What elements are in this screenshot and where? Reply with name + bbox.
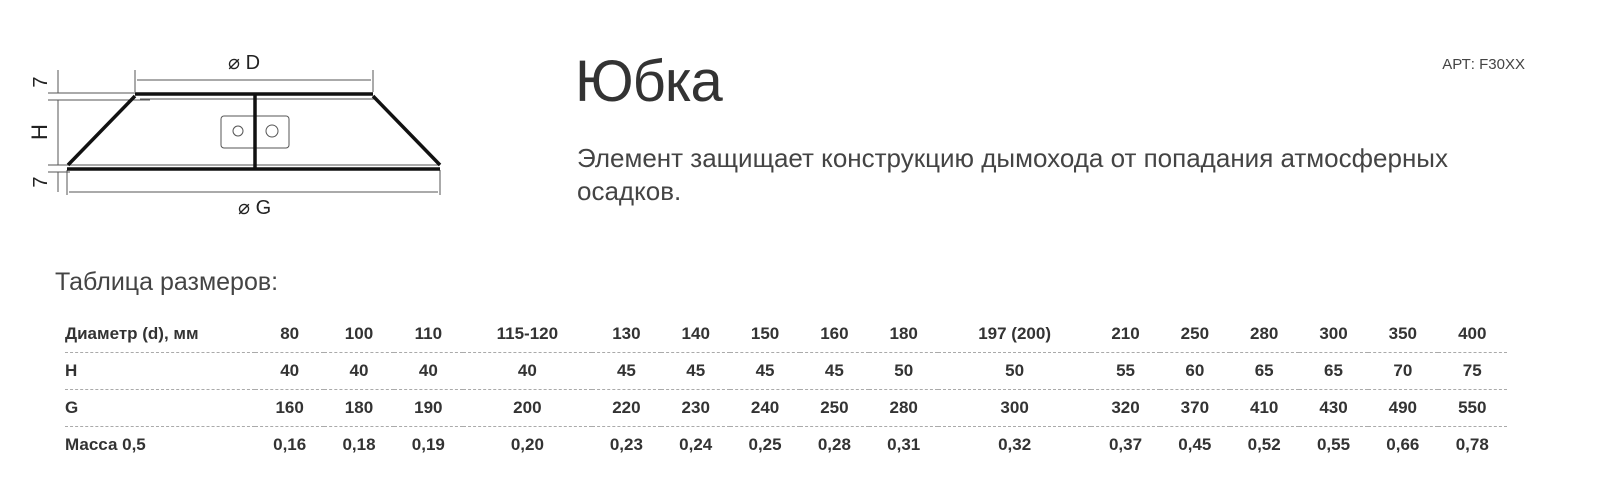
table-cell: 40 <box>324 352 394 390</box>
table-cell: 45 <box>591 352 662 390</box>
table-cell: 0,19 <box>411 435 445 454</box>
table-cell: 50 <box>869 352 939 390</box>
table-cell: 250 <box>799 389 870 427</box>
table-cell: 490 <box>1368 389 1438 427</box>
table-cell: 0,78 <box>1455 435 1489 454</box>
table-cell: 250 <box>1160 316 1230 353</box>
table-cell: 0,32 <box>998 435 1032 454</box>
skirt-drawing: ⌀ D ⌀ G H 7 7 <box>27 52 442 219</box>
row-label: H <box>65 352 255 390</box>
article-number: АРТ: F30XX <box>1442 56 1525 73</box>
table-cell: 200 <box>462 389 592 427</box>
table-cell: 130 <box>591 316 662 353</box>
table-cell: 350 <box>1368 316 1438 353</box>
table-row: Диаметр (d), мм 80 100 110 115-120 130 140 150 1… <box>65 316 1507 353</box>
table-cell: 140 <box>661 316 731 353</box>
table-cell: 300 <box>938 389 1091 427</box>
table-cell: 100 <box>324 316 394 353</box>
table-cell: 55 <box>1090 352 1161 390</box>
table-cell: 40 <box>393 352 463 390</box>
table-cell: 45 <box>799 352 870 390</box>
table-cell: 197 (200) <box>938 316 1091 353</box>
table-cell: 400 <box>1437 316 1507 353</box>
table-cell: 65 <box>1298 352 1369 390</box>
table-cell: 0,66 <box>1386 435 1420 454</box>
table-cell: 220 <box>591 389 662 427</box>
table-cell: 0,24 <box>679 435 713 454</box>
table-cell: 240 <box>730 389 800 427</box>
table-cell: 550 <box>1437 389 1507 427</box>
table-cell: 320 <box>1090 389 1161 427</box>
table-cell: 0,45 <box>1178 435 1212 454</box>
table-row: H 40 40 40 40 45 45 45 45 50 50 55 60 65 65 70 75 <box>65 352 1507 390</box>
table-cell: 150 <box>730 316 800 353</box>
table-cell: 210 <box>1090 316 1161 353</box>
table-cell: 0,18 <box>342 435 376 454</box>
table-cell: 0,37 <box>1108 435 1143 454</box>
row-label: Диаметр (d), мм <box>65 316 255 353</box>
d-dimension-label: ⌀ D <box>228 52 260 74</box>
table-cell: 0,23 <box>609 435 643 454</box>
table-cell: 370 <box>1160 389 1230 427</box>
table-cell: 280 <box>869 389 939 427</box>
table-cell: 45 <box>661 352 731 390</box>
table-cell: 115-120 <box>462 316 592 353</box>
seam-top-label: 7 <box>30 76 52 87</box>
seam-bottom-label: 7 <box>30 176 52 187</box>
row-label: G <box>65 389 255 427</box>
table-cell: 70 <box>1368 352 1438 390</box>
table-row: Масса 0,5 0,16 0,18 0,19 0,20 0,23 0,24 0,25 0,2… <box>65 427 1507 464</box>
table-cell: 40 <box>462 352 592 390</box>
table-cell: 40 <box>255 352 325 390</box>
table-cell: 0,25 <box>748 435 782 454</box>
product-description: Элемент защищает конструкцию дымохода от… <box>577 143 1448 206</box>
table-cell: 410 <box>1229 389 1299 427</box>
table-cell: 0,28 <box>817 435 851 454</box>
product-title: Юбка <box>575 49 723 114</box>
g-dimension-label: ⌀ G <box>238 197 271 219</box>
table-row: G 160 180 190 200 220 230 240 250 280 300 320 370 410… <box>65 389 1507 427</box>
table-cell: 180 <box>324 389 394 427</box>
table-cell: 280 <box>1229 316 1299 353</box>
h-dimension-label: H <box>27 124 52 140</box>
table-cell: 0,52 <box>1247 435 1281 454</box>
table-cell: 0,16 <box>273 435 307 454</box>
table-cell: 190 <box>393 389 463 427</box>
table-cell: 0,31 <box>887 435 921 454</box>
table-cell: 0,55 <box>1316 435 1351 454</box>
size-table: Диаметр (d), мм 80 100 110 115-120 130 140 150 1… <box>65 316 1507 463</box>
table-cell: 80 <box>255 316 325 353</box>
table-cell: 75 <box>1437 352 1507 390</box>
table-cell: 430 <box>1298 389 1369 427</box>
table-cell: 65 <box>1229 352 1299 390</box>
table-cell: 230 <box>661 389 731 427</box>
table-cell: 160 <box>255 389 325 427</box>
table-cell: 60 <box>1160 352 1230 390</box>
table-cell: 50 <box>938 352 1091 390</box>
table-cell: 45 <box>730 352 800 390</box>
table-cell: 180 <box>869 316 939 353</box>
table-cell: 300 <box>1298 316 1369 353</box>
table-cell: 110 <box>393 316 463 353</box>
table-cell: 0,20 <box>510 435 544 454</box>
table-caption: Таблица размеров: <box>55 268 279 296</box>
table-cell: 160 <box>799 316 870 353</box>
row-label: Масса 0,5 <box>65 435 146 454</box>
